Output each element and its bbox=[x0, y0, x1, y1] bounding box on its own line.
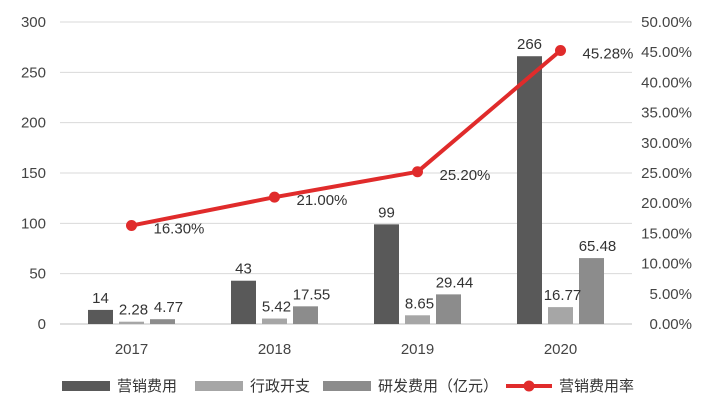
legend-bar-swatch bbox=[323, 381, 371, 391]
y-left-tick-label: 50 bbox=[29, 266, 46, 283]
y-right-tick-label: 25.00% bbox=[641, 165, 692, 182]
y-right-tick-label: 45.00% bbox=[641, 44, 692, 61]
y-right-tick-label: 30.00% bbox=[641, 135, 692, 152]
y-axis-right: 0.00% 5.00% 10.00% 15.00% 20.00% 25.00% 30.00%… bbox=[641, 14, 692, 333]
y-left-tick-label: 150 bbox=[21, 165, 46, 182]
y-right-tick-label: 15.00% bbox=[641, 225, 692, 242]
rate-point bbox=[126, 220, 137, 232]
y-right-tick-label: 0.00% bbox=[649, 316, 692, 333]
bar bbox=[436, 294, 461, 324]
bar bbox=[150, 319, 175, 324]
x-tick-label: 2017 bbox=[115, 341, 148, 358]
legend-label: 营销费用率 bbox=[559, 378, 634, 395]
bar bbox=[405, 315, 430, 324]
bar-value-label: 14 bbox=[92, 290, 109, 307]
data-labels: 14 43 99 266 2.28 5.42 8.65 16.77 4.77 17.55 29.44… bbox=[92, 36, 633, 318]
bar-value-label: 29.44 bbox=[436, 274, 474, 291]
x-tick-label: 2019 bbox=[401, 341, 434, 358]
bar-value-label: 16.77 bbox=[544, 287, 582, 304]
y-right-tick-label: 50.00% bbox=[641, 14, 692, 31]
y-right-tick-label: 20.00% bbox=[641, 195, 692, 212]
y-left-tick-label: 300 bbox=[21, 14, 46, 31]
y-right-tick-label: 5.00% bbox=[649, 286, 692, 303]
y-right-tick-label: 10.00% bbox=[641, 256, 692, 273]
rate-value-label: 45.28% bbox=[583, 46, 634, 63]
rate-point bbox=[555, 45, 566, 57]
x-tick-label: 2018 bbox=[258, 341, 291, 358]
bar bbox=[548, 307, 573, 324]
bar bbox=[231, 280, 256, 324]
bar bbox=[119, 321, 144, 324]
grid-lines bbox=[60, 21, 632, 325]
bar-value-label: 65.48 bbox=[579, 238, 617, 255]
bar-value-label: 266 bbox=[517, 36, 542, 53]
rate-point bbox=[269, 191, 280, 203]
bar-value-label: 4.77 bbox=[154, 299, 183, 316]
bar-value-label: 43 bbox=[235, 261, 252, 278]
legend-line-marker bbox=[523, 380, 535, 392]
bar-value-label: 2.28 bbox=[119, 302, 148, 319]
bar-value-label: 99 bbox=[378, 204, 395, 221]
legend-bar-swatch bbox=[195, 381, 243, 391]
legend-bar-swatch bbox=[62, 381, 110, 391]
y-left-tick-label: 100 bbox=[21, 215, 46, 232]
legend-label: 研发费用（亿元） bbox=[378, 378, 498, 395]
bar bbox=[517, 56, 542, 325]
y-left-tick-label: 0 bbox=[38, 316, 46, 333]
legend-label: 行政开支 bbox=[250, 378, 310, 395]
rate-value-label: 25.20% bbox=[440, 167, 491, 184]
bar bbox=[374, 224, 399, 324]
rate-value-label: 16.30% bbox=[154, 221, 205, 238]
y-left-tick-label: 250 bbox=[21, 64, 46, 81]
y-axis-left: 0 50 100 150 200 250 300 bbox=[21, 14, 46, 333]
bar-value-label: 17.55 bbox=[293, 286, 331, 303]
bars bbox=[88, 56, 604, 325]
y-right-tick-label: 35.00% bbox=[641, 105, 692, 122]
legend-label: 营销费用 bbox=[117, 378, 177, 395]
bar bbox=[88, 309, 113, 324]
rate-line bbox=[126, 45, 566, 232]
rate-point bbox=[412, 166, 423, 178]
bar bbox=[262, 318, 287, 324]
bar bbox=[579, 258, 604, 324]
bar-value-label: 8.65 bbox=[405, 295, 434, 312]
y-right-tick-label: 40.00% bbox=[641, 74, 692, 91]
x-axis: 2017 2018 2019 2020 bbox=[60, 323, 632, 358]
bar-value-label: 5.42 bbox=[262, 299, 291, 316]
rate-value-label: 21.00% bbox=[297, 192, 348, 209]
x-tick-label: 2020 bbox=[544, 341, 577, 358]
rate-line-path bbox=[131, 48, 562, 228]
y-left-tick-label: 200 bbox=[21, 115, 46, 132]
legend: 营销费用 行政开支 研发费用（亿元） 营销费用率 bbox=[62, 378, 634, 395]
bar bbox=[293, 306, 318, 324]
